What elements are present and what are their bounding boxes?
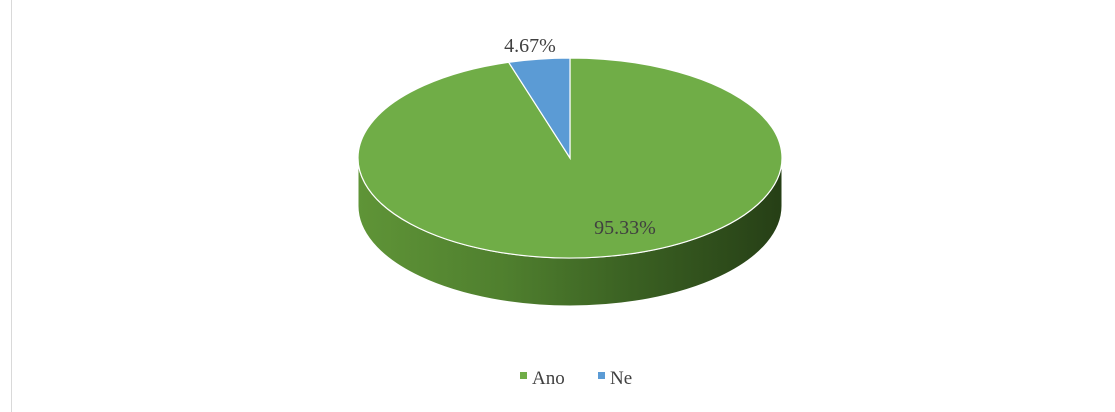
pie-slice-ne	[507, 57, 571, 161]
data-label-ne: 4.67%	[504, 35, 556, 57]
legend-label-ano: Ano	[532, 368, 565, 389]
chart-frame	[11, 0, 1115, 412]
legend-swatch-ne	[598, 372, 605, 379]
legend: Ano Ne	[520, 368, 632, 389]
legend-label-ne: Ne	[610, 368, 632, 389]
legend-swatch-ano	[520, 372, 527, 379]
data-label-ano: 95.33%	[594, 217, 656, 239]
